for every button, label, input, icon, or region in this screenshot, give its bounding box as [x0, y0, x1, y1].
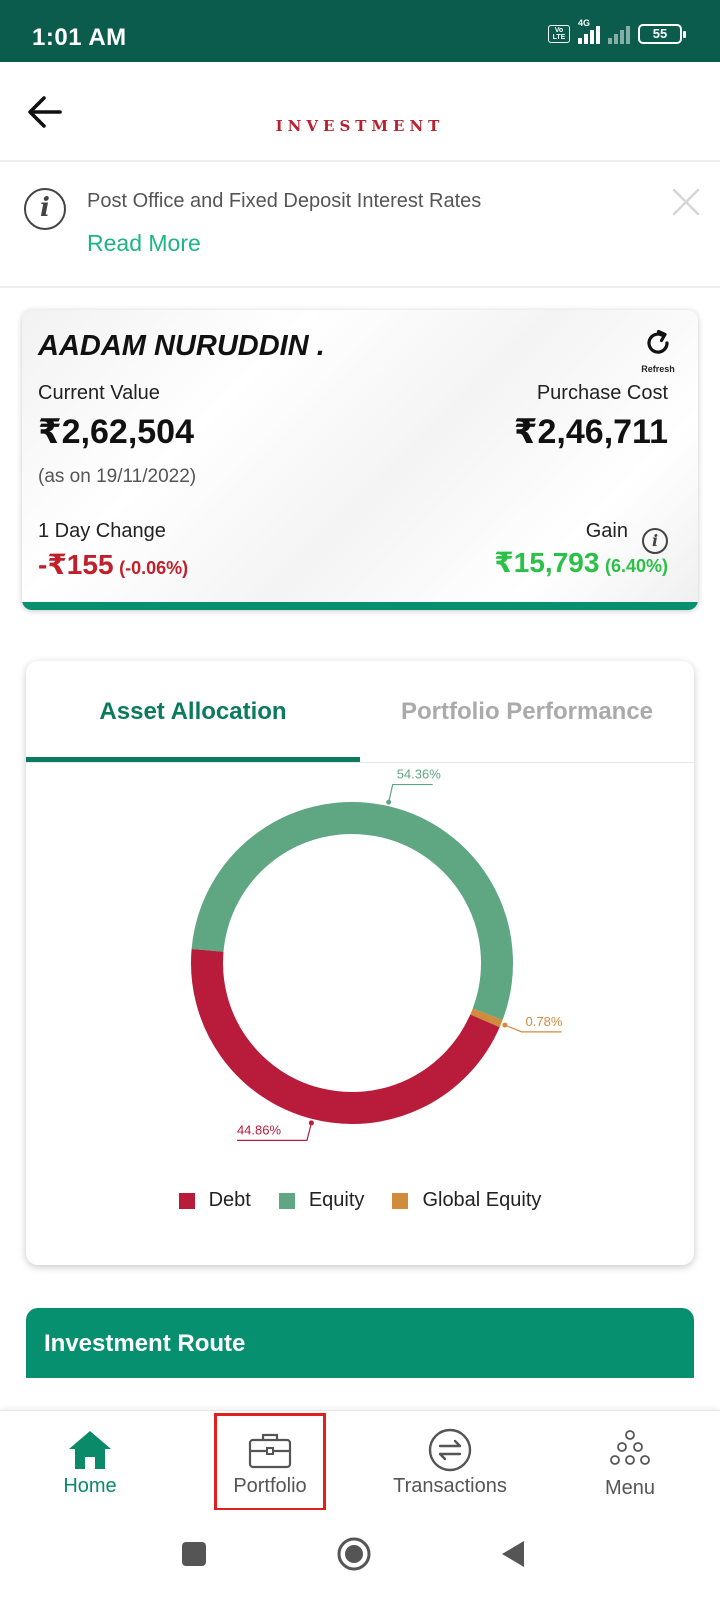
system-back-icon[interactable]: [494, 1534, 534, 1574]
legend-item-debt[interactable]: Debt: [178, 1189, 251, 1212]
home-circle-icon[interactable]: [334, 1534, 374, 1574]
nav-transactions[interactable]: Transactions: [370, 1411, 530, 1511]
nav-transactions-label: Transactions: [393, 1475, 507, 1497]
legend-item-global-equity[interactable]: Global Equity: [392, 1189, 541, 1212]
investment-route-title: Investment Route: [44, 1330, 246, 1357]
signal-icon: 4G: [578, 18, 600, 44]
donut-callout-dot: [308, 1120, 314, 1126]
gain: ₹15,793 (6.40%): [494, 546, 668, 579]
purchase-cost: ₹2,46,711: [513, 413, 668, 451]
day-change-value: -₹155: [38, 549, 114, 580]
gain-info-icon[interactable]: i: [642, 528, 668, 554]
donut-slice-global-equity[interactable]: [470, 1008, 503, 1028]
signal-2-icon: [608, 24, 630, 44]
legend-label-global-equity: Global Equity: [422, 1189, 542, 1211]
donut-slice-equity[interactable]: [191, 802, 513, 1020]
network-type: 4G: [578, 18, 591, 28]
status-time: 1:01 AM: [32, 24, 127, 51]
legend-swatch-global-equity: [392, 1192, 409, 1209]
donut-callout-line: [504, 1024, 562, 1033]
route-card-body: [26, 1378, 694, 1408]
back-button[interactable]: [22, 88, 70, 136]
nav-home[interactable]: Home: [10, 1411, 170, 1511]
allocation-card: Asset Allocation Portfolio Performance 5…: [26, 661, 694, 1265]
active-tab-indicator: [26, 757, 360, 763]
read-more-link[interactable]: Read More: [87, 230, 201, 256]
investment-route-card[interactable]: Investment Route: [26, 1308, 694, 1408]
as-on-date: (as on 19/11/2022): [38, 466, 197, 487]
holder-name: AADAM NURUDDIN .: [38, 330, 325, 362]
donut-callout-dot: [386, 799, 392, 805]
donut-callout-line: [236, 1122, 312, 1141]
refresh-icon: [647, 329, 669, 354]
gain-percent: (6.40%): [604, 556, 668, 576]
refresh-button[interactable]: Refresh: [638, 328, 678, 374]
donut-label-global-equity: 0.78%: [526, 1014, 563, 1029]
legend-label-equity: Equity: [308, 1189, 365, 1211]
current-value: ₹2,62,504: [38, 413, 195, 451]
battery-icon: 55: [638, 24, 686, 44]
bottom-nav: Home Portfolio Transactions Menu: [0, 1410, 720, 1510]
donut-callout-line: [388, 783, 433, 803]
card-accent-strip: [22, 602, 698, 610]
refresh-label: Refresh: [641, 364, 675, 374]
donut-callout-dot: [502, 1022, 508, 1028]
notice-text: Post Office and Fixed Deposit Interest R…: [87, 190, 482, 212]
nav-portfolio-label: Portfolio: [233, 1475, 307, 1497]
tab-asset-allocation[interactable]: Asset Allocation: [99, 698, 287, 725]
briefcase-icon: [248, 1433, 292, 1469]
chart-legend: Debt Equity Global Equity: [26, 1189, 694, 1212]
volte-icon: Vo LTE: [548, 25, 570, 43]
home-icon: [69, 1431, 111, 1469]
system-nav-bar: [0, 1510, 720, 1600]
portfolio-summary-card: AADAM NURUDDIN . Refresh Current Value ₹…: [22, 310, 698, 610]
info-icon: i: [24, 188, 66, 230]
status-icons: Vo LTE 4G 55: [548, 18, 686, 44]
current-value-label: Current Value: [38, 382, 160, 404]
tab-divider: [26, 762, 694, 763]
nav-menu[interactable]: Menu: [550, 1411, 710, 1511]
menu-dots-icon: [610, 1430, 650, 1465]
legend-swatch-debt: [178, 1192, 195, 1209]
legend-swatch-equity: [278, 1192, 295, 1209]
brand-logo: INVESTMENT: [275, 117, 445, 135]
portfolio-highlight-box: [214, 1413, 326, 1511]
day-change-label: 1 Day Change: [38, 520, 166, 542]
app-header: INVESTMENT: [0, 62, 720, 162]
purchase-cost-label: Purchase Cost: [536, 382, 668, 404]
day-change-percent: (-0.06%): [119, 558, 189, 578]
nav-portfolio[interactable]: Portfolio: [190, 1411, 350, 1511]
donut-label-debt: 44.86%: [237, 1122, 282, 1137]
day-change: -₹155 (-0.06%): [38, 548, 188, 581]
tab-portfolio-performance[interactable]: Portfolio Performance: [400, 698, 654, 725]
recent-apps-icon[interactable]: [174, 1534, 214, 1574]
close-notice-icon[interactable]: [672, 188, 700, 216]
nav-menu-label: Menu: [604, 1477, 656, 1499]
allocation-donut-chart: 54.36% 0.78% 44.86%: [191, 767, 563, 1141]
legend-label-debt: Debt: [208, 1189, 251, 1211]
status-bar: 1:01 AM Vo LTE 4G 55: [0, 0, 720, 62]
gain-value: ₹15,793: [494, 547, 600, 578]
donut-slice-debt[interactable]: [191, 948, 500, 1124]
gain-label: Gain: [585, 520, 628, 542]
nav-home-label: Home: [63, 1475, 117, 1497]
donut-label-equity: 54.36%: [397, 767, 442, 782]
transactions-icon: [428, 1428, 472, 1472]
legend-item-equity[interactable]: Equity: [278, 1189, 365, 1212]
notice-banner: i Post Office and Fixed Deposit Interest…: [0, 164, 720, 288]
back-arrow-icon: [28, 96, 62, 128]
